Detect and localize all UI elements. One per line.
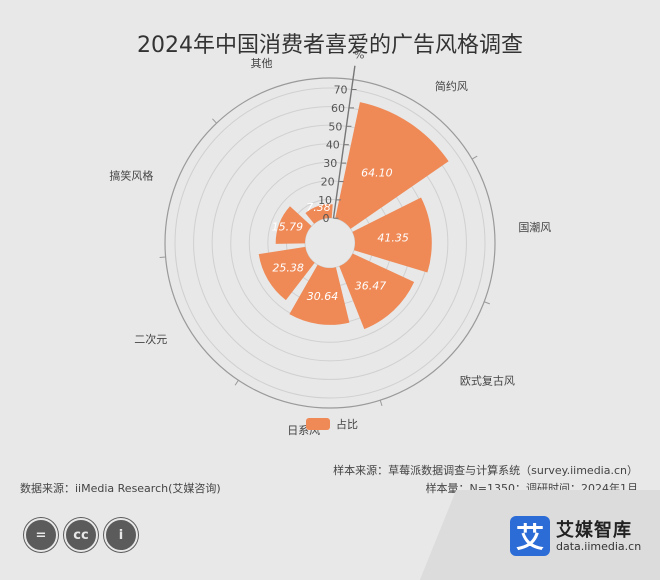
data-source: 数据来源：iiMedia Research(艾媒咨询) — [20, 482, 221, 495]
category-label: 搞笑风格 — [109, 169, 153, 183]
data-label: 64.10 — [361, 167, 393, 180]
angle-tick — [471, 155, 478, 160]
data-label: 30.64 — [307, 290, 339, 303]
radial-axis — [332, 65, 356, 219]
chart-title: 2024年中国消费者喜爱的广告风格调查 — [137, 33, 523, 58]
brand-logo-icon: 艾 — [510, 516, 550, 556]
radial-tick-label: 20 — [321, 175, 335, 188]
polar-bar-chart: 64.10 41.35 36.47 30.64 25.38 15.797.380 10 20 3… — [109, 48, 551, 437]
bar-sector — [258, 246, 315, 301]
radial-tick-label: 60 — [331, 102, 345, 115]
data-label: 41.35 — [377, 232, 409, 245]
radial-tick-label: 70 — [334, 84, 348, 97]
license-icons: = cc i — [24, 518, 138, 552]
data-label: 25.38 — [272, 262, 304, 275]
bar-sector — [305, 204, 333, 224]
outer-circle — [164, 77, 496, 409]
bar-sector — [352, 197, 432, 273]
radial-tick-label: 40 — [326, 139, 340, 152]
category-label: 国潮风 — [518, 220, 551, 234]
legend[interactable]: 占比 — [306, 416, 358, 432]
brand-url: data.iimedia.cn — [556, 540, 642, 553]
data-label: 36.47 — [355, 280, 387, 293]
data-label: 15.79 — [272, 221, 304, 234]
category-label: 简约风 — [435, 79, 468, 93]
inner-ring — [304, 217, 356, 269]
radial-tick-label: 0 — [322, 212, 329, 225]
radial-tick-label: 10 — [318, 194, 332, 207]
grid-ring — [174, 87, 486, 399]
bar-sector — [275, 206, 312, 244]
legend-label: 占比 — [336, 418, 358, 431]
radial-tick-label: 30 — [323, 157, 337, 170]
angle-tick — [379, 400, 383, 407]
data-label: 7.38 — [306, 201, 331, 214]
radial-tick-label: 50 — [328, 120, 342, 133]
legend-swatch — [306, 418, 330, 430]
angle-tick — [484, 301, 490, 305]
brand-name: 艾媒智库 — [556, 520, 632, 541]
angle-tick — [234, 379, 239, 386]
equals-icon: = — [24, 518, 58, 552]
angle-tick — [212, 118, 217, 124]
bar-sector — [335, 102, 449, 229]
bar-sector — [289, 264, 350, 325]
person-icon: i — [104, 518, 138, 552]
grid-ring — [193, 106, 467, 380]
category-label: 二次元 — [134, 332, 167, 346]
category-label: 欧式复古风 — [460, 373, 515, 387]
bar-sector — [339, 253, 415, 330]
sample-source: 样本来源：草莓派数据调查与计算系统（survey.iimedia.cn） — [333, 464, 638, 477]
grid-ring — [211, 124, 449, 362]
category-label: 其他 — [250, 57, 272, 70]
angle-tick — [159, 256, 166, 258]
cc-icon: cc — [64, 518, 98, 552]
unit-label: % — [354, 48, 364, 61]
